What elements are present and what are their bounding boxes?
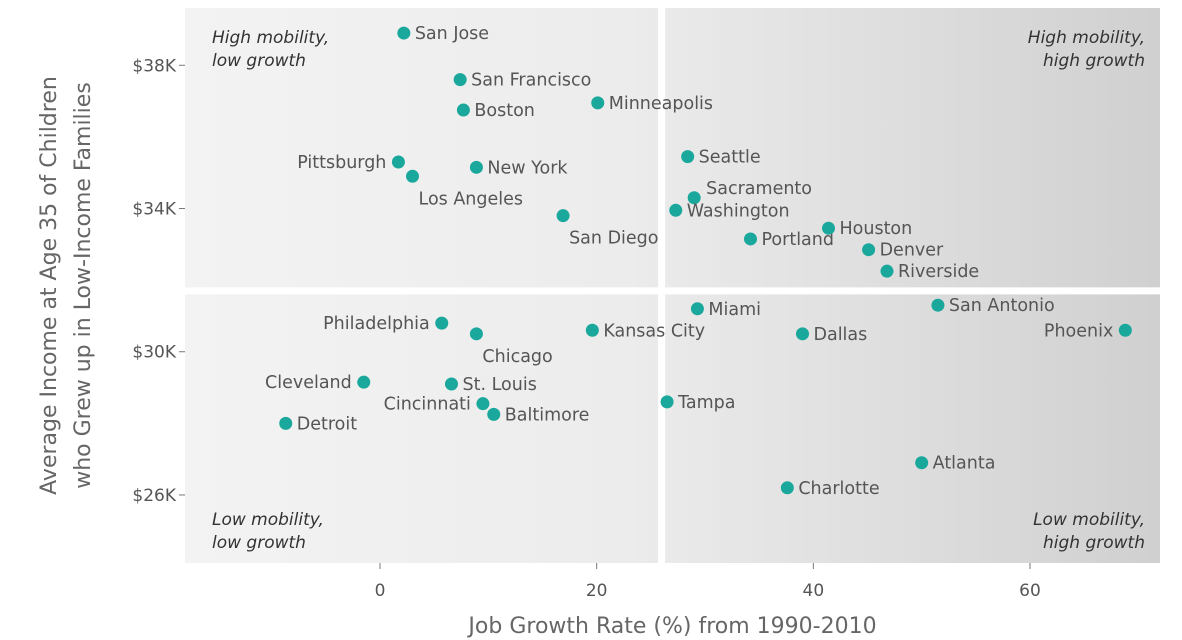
x-tick-label: 20 xyxy=(586,581,608,601)
data-point[interactable] xyxy=(862,243,876,257)
data-point[interactable] xyxy=(796,327,809,341)
quadrant-label-line: High mobility, xyxy=(212,28,329,48)
quadrant-label-tl: High mobility, low growth xyxy=(212,28,329,71)
data-point-label: Riverside xyxy=(898,262,979,282)
data-point-label: Portland xyxy=(762,230,834,250)
data-point-label: Sacramento xyxy=(706,179,812,199)
quadrant-label-bl: Low mobility, low growth xyxy=(212,510,324,553)
data-point[interactable] xyxy=(456,103,470,117)
data-point-label: Houston xyxy=(840,219,913,239)
data-point-label: Pittsburgh xyxy=(297,153,386,173)
data-point-label: St. Louis xyxy=(463,375,537,395)
data-point[interactable] xyxy=(357,375,371,389)
y-axis-title-line: who Grew up in Low-Income Families xyxy=(71,82,96,489)
data-point-label: San Diego xyxy=(569,229,658,249)
data-point-label: Dallas xyxy=(814,325,868,345)
data-point-label: San Antonio xyxy=(949,296,1055,316)
data-point[interactable] xyxy=(822,221,835,235)
quadrant-label-line: low growth xyxy=(212,533,306,553)
data-point[interactable] xyxy=(406,169,419,183)
quadrant-label-line: high growth xyxy=(1043,533,1145,553)
data-point[interactable] xyxy=(435,316,449,330)
data-point-label: Seattle xyxy=(699,148,761,168)
x-axis-title: Job Growth Rate (%) from 1990-2010 xyxy=(466,614,876,639)
data-point[interactable] xyxy=(279,416,293,430)
data-point[interactable] xyxy=(931,298,945,312)
data-point[interactable] xyxy=(476,397,490,411)
data-point-label: New York xyxy=(487,158,568,178)
data-point[interactable] xyxy=(687,191,701,205)
data-point-label: Tampa xyxy=(677,393,735,413)
data-point[interactable] xyxy=(1118,323,1132,337)
data-point[interactable] xyxy=(487,407,501,421)
data-point-label: Atlanta xyxy=(933,454,996,474)
data-point[interactable] xyxy=(445,377,458,391)
data-point[interactable] xyxy=(744,232,757,246)
data-point-label: Miami xyxy=(708,300,761,320)
data-point[interactable] xyxy=(591,96,605,110)
data-point-label: Washington xyxy=(687,201,790,221)
data-point-label: Los Angeles xyxy=(419,189,524,209)
data-point-label: Cleveland xyxy=(265,373,352,393)
data-point[interactable] xyxy=(585,323,599,337)
data-point[interactable] xyxy=(469,327,483,341)
quadrant-label-line: high growth xyxy=(1043,51,1145,71)
data-point[interactable] xyxy=(669,203,683,217)
data-point-label: Phoenix xyxy=(1044,321,1113,341)
data-point[interactable] xyxy=(469,160,483,174)
data-point-label: Boston xyxy=(474,101,534,121)
y-tick-label: $26K xyxy=(132,486,176,506)
data-point-label: San Francisco xyxy=(471,71,591,91)
data-point-label: Minneapolis xyxy=(609,94,713,114)
y-tick-label: $34K xyxy=(132,200,176,220)
quadrant-label-br: Low mobility, high growth xyxy=(1033,510,1145,553)
data-point-label: Philadelphia xyxy=(323,314,430,334)
quadrant-label-tr: High mobility, high growth xyxy=(1028,28,1145,71)
data-point[interactable] xyxy=(681,150,695,164)
data-point-label: Kansas City xyxy=(603,321,705,341)
x-tick-label: 40 xyxy=(803,581,825,601)
data-point[interactable] xyxy=(780,481,794,495)
y-axis-title: Average Income at Age 35 of Children who … xyxy=(37,76,96,495)
data-point[interactable] xyxy=(660,395,674,409)
quadrant-label-line: Low mobility, xyxy=(1033,510,1145,530)
data-point[interactable] xyxy=(397,26,411,40)
data-point[interactable] xyxy=(915,456,929,470)
data-point-label: Baltimore xyxy=(505,405,590,425)
data-point-label: San Jose xyxy=(415,24,489,44)
x-tick-label: 60 xyxy=(1019,581,1041,601)
y-tick-label: $38K xyxy=(132,56,176,76)
data-point[interactable] xyxy=(453,73,467,87)
data-point[interactable] xyxy=(556,209,570,223)
data-point[interactable] xyxy=(880,264,894,278)
data-point-label: Chicago xyxy=(482,347,552,367)
plot-background xyxy=(185,8,1160,563)
quadrant-label-line: low growth xyxy=(212,51,306,71)
x-tick-label: 0 xyxy=(375,581,386,601)
y-axis-title-line: Average Income at Age 35 of Children xyxy=(37,76,62,495)
y-tick-label: $30K xyxy=(132,343,176,363)
data-point[interactable] xyxy=(391,155,405,169)
data-point-label: Cincinnati xyxy=(384,395,471,415)
data-point-label: Charlotte xyxy=(798,479,879,499)
data-point-label: Detroit xyxy=(297,414,357,434)
quadrant-label-line: High mobility, xyxy=(1028,28,1145,48)
quadrant-label-line: Low mobility, xyxy=(212,510,324,530)
data-point[interactable] xyxy=(690,302,704,316)
data-point-label: Denver xyxy=(880,241,944,261)
